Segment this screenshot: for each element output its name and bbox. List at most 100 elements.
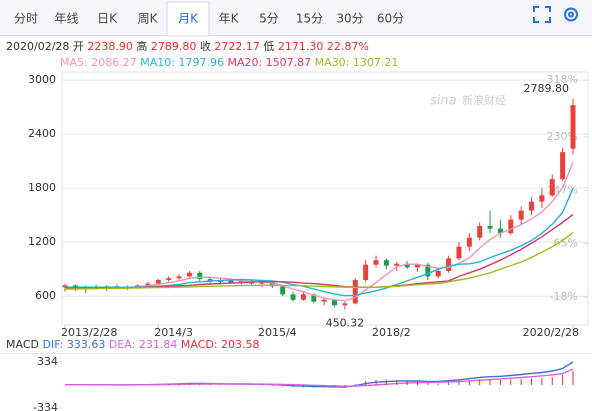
candle-body	[529, 201, 535, 211]
tab[interactable]: 5分	[259, 12, 279, 26]
candle-body	[373, 260, 379, 265]
candle-body	[290, 294, 296, 300]
min-label: 450.32	[326, 317, 365, 330]
candle-body	[394, 263, 400, 266]
y-tick-label: 600	[35, 289, 56, 302]
candle-body	[477, 225, 483, 238]
candle-body	[518, 210, 524, 220]
candle-body	[238, 280, 244, 283]
candle-body	[570, 105, 576, 149]
candle-body	[383, 260, 389, 266]
candle-body	[539, 195, 545, 202]
candle-body	[508, 219, 514, 234]
quote-date: 2020/02/28	[6, 40, 69, 53]
x-tick-label: 2018/2	[372, 326, 411, 339]
candle-body	[269, 281, 275, 287]
quote-value: 2171.30	[278, 40, 324, 53]
quote-value: 2722.17	[214, 40, 260, 53]
y2-tick-label: 65%	[554, 237, 578, 250]
macd-title: MACD	[6, 338, 39, 351]
tab[interactable]: 年线	[54, 12, 78, 26]
candle-body	[466, 237, 472, 247]
candle-body	[342, 303, 348, 306]
macd-line	[65, 361, 574, 388]
active-tab	[166, 1, 210, 37]
quote-label: 低	[263, 40, 274, 53]
legend-value: 1507.87	[266, 56, 312, 69]
candle-body	[425, 264, 431, 277]
settings-icon[interactable]	[564, 7, 578, 22]
quote-label: 高	[136, 39, 147, 53]
watermark-text: 新浪财经	[462, 93, 506, 107]
y-tick-label: 1200	[28, 235, 56, 248]
tab[interactable]: 60分	[377, 12, 404, 26]
candle-body	[166, 278, 172, 280]
candle-body	[549, 179, 555, 196]
legend-name: MA10:	[140, 56, 175, 69]
x-tick-label: 2020/2/28	[523, 326, 579, 339]
legend-name: DEA:	[109, 338, 135, 351]
legend-value: 1797.96	[178, 56, 224, 69]
candle-body	[62, 285, 68, 288]
ma-line	[65, 213, 574, 289]
y-tick-label: 3000	[28, 73, 56, 86]
tab[interactable]: 日K	[97, 12, 118, 26]
y2-tick-label: 230%	[547, 130, 578, 143]
expand-icon[interactable]	[533, 6, 551, 23]
candle-body	[446, 258, 452, 271]
candle-body	[155, 279, 161, 284]
candle-body	[456, 246, 462, 259]
ma-line	[65, 231, 574, 290]
legend-value: 333.63	[67, 338, 106, 351]
candle-body	[414, 264, 420, 268]
watermark: sina 新浪财经	[430, 93, 506, 109]
quote-label: 收	[200, 39, 211, 53]
tab[interactable]: 分时	[14, 12, 38, 26]
candle-body	[321, 299, 327, 302]
legend-name: MACD:	[181, 338, 218, 351]
candle-body	[352, 279, 358, 304]
candle-body	[435, 270, 441, 277]
candle-body	[560, 152, 566, 180]
quote-value: 2238.90	[87, 40, 133, 53]
watermark-logo: sina	[430, 94, 457, 109]
tab[interactable]: 年K	[219, 12, 240, 26]
quote-line: 2020/02/28 开 2238.90 高 2789.80 收 2722.17…	[6, 39, 369, 53]
legend-name: MA5:	[60, 56, 88, 69]
tab[interactable]: 周K	[138, 12, 159, 26]
tab[interactable]: 30分	[336, 12, 363, 26]
tab[interactable]: 月K	[178, 12, 199, 26]
legend-value: 1307.21	[353, 56, 399, 69]
y-tick-label: -334	[33, 401, 58, 411]
legend-name: MA30:	[315, 56, 350, 69]
y-tick-label: 334	[37, 355, 58, 368]
legend-name: DIF:	[42, 338, 63, 351]
macd-line	[65, 368, 574, 387]
tab[interactable]: 15分	[296, 12, 323, 26]
candle-body	[311, 294, 317, 302]
candle-body	[497, 228, 503, 234]
y2-tick-label: 318%	[547, 73, 578, 86]
candle-body	[145, 283, 151, 286]
legend-value: 231.84	[139, 338, 178, 351]
y-tick-label: 1800	[28, 181, 56, 194]
candle-body	[487, 225, 493, 229]
max-label: 2789.80	[524, 82, 570, 95]
quote-change: 22.87%	[327, 40, 369, 53]
quote-value: 2789.80	[151, 40, 197, 53]
x-tick-label: 2014/3	[154, 326, 193, 339]
candle-body	[186, 272, 192, 277]
tab-bar	[0, 0, 592, 36]
candle-body	[332, 299, 338, 306]
candle-body	[404, 263, 410, 268]
plot-frame	[61, 71, 589, 326]
ma-legend: MA5: 2086.27 MA10: 1797.96 MA20: 1507.87…	[60, 56, 398, 69]
candle-body	[228, 279, 234, 283]
macd-legend: MACD DIF: 333.63 DEA: 231.84 MACD: 203.5…	[6, 338, 260, 351]
legend-value: 2086.27	[91, 56, 137, 69]
quote-label: 开	[73, 40, 84, 53]
x-tick-label: 2015/4	[258, 326, 297, 339]
candle-body	[280, 286, 286, 295]
legend-name: MA20:	[227, 56, 262, 69]
candle-body	[259, 281, 265, 284]
